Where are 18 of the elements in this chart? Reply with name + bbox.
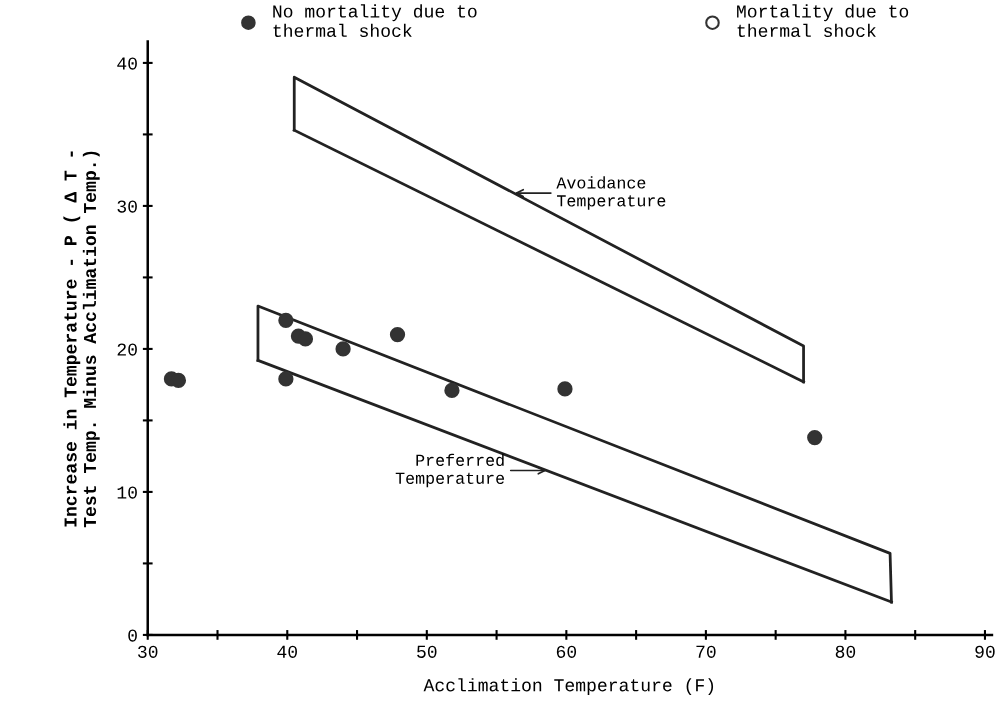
y-tick-label: 30 — [117, 200, 137, 213]
y-tick-label: 10 — [117, 486, 137, 499]
y-axis-title: Increase in Temperature - P ( Δ T - Test Temp. Minus Acclimation Temp.) — [63, 151, 100, 528]
legend-label: Mortality due to thermal shock — [737, 4, 909, 38]
x-tick-label: 90 — [975, 645, 995, 658]
x-axis-title: Acclimation Temperature (F) — [423, 678, 714, 695]
y-tick-label: 0 — [128, 629, 137, 642]
x-tick-label: 50 — [417, 645, 437, 658]
x-tick-label: 60 — [556, 645, 577, 658]
x-tick-label: 70 — [696, 645, 716, 658]
annotation: Avoidance Temperature — [556, 176, 666, 210]
y-tick-label: 40 — [117, 57, 137, 70]
y-tick-label: 20 — [117, 343, 137, 356]
x-tick-label: 80 — [835, 645, 856, 658]
legend-label: No mortality due to thermal shock — [273, 4, 477, 38]
x-tick-label: 30 — [138, 645, 158, 658]
x-tick-label: 40 — [277, 645, 297, 658]
annotation: Preferred Temperature — [395, 453, 505, 488]
